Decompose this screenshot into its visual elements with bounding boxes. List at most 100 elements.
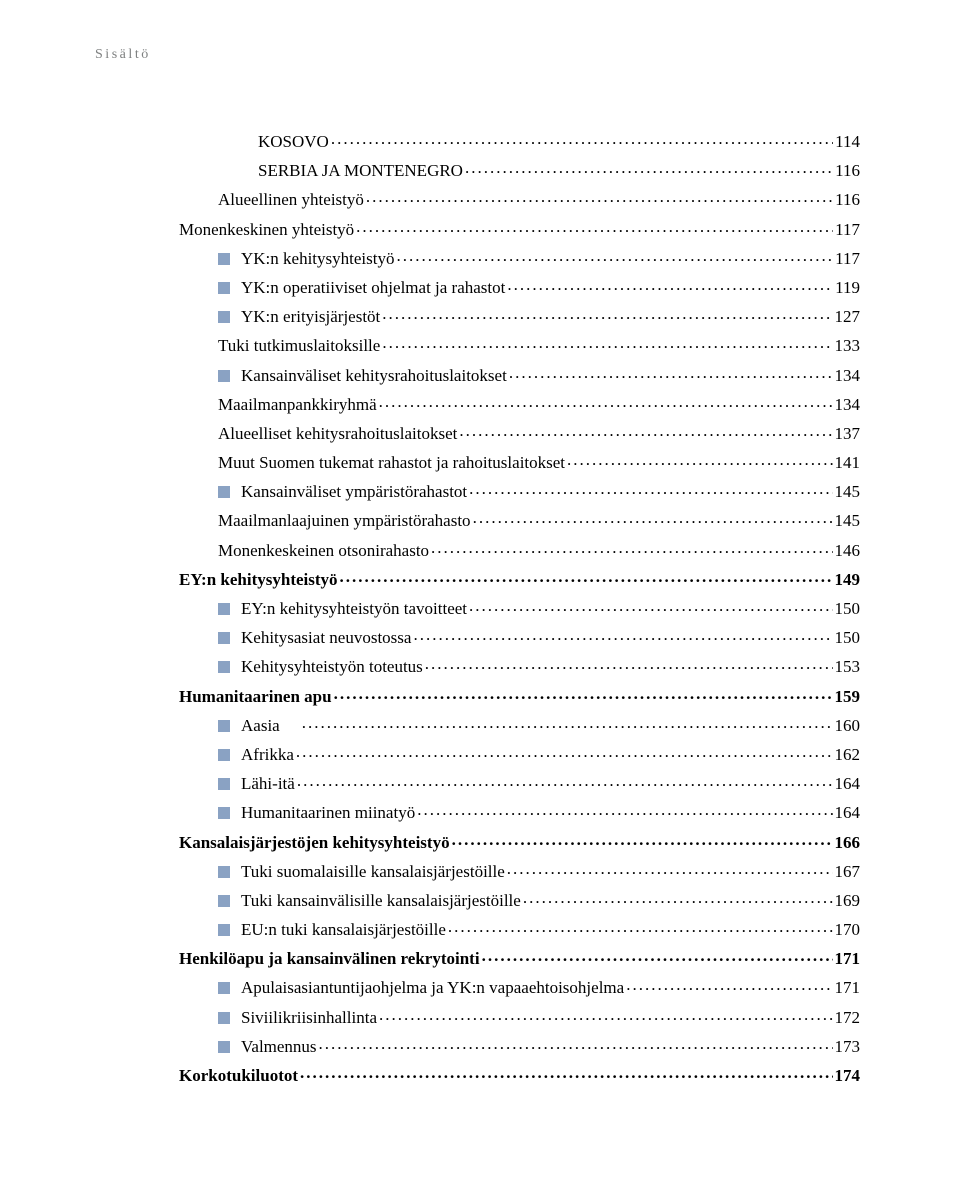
toc-entry-label: Aasia — [241, 717, 280, 734]
toc-leader-dots — [396, 247, 833, 264]
toc-entry-label: YK:n erityisjärjestöt — [241, 308, 380, 325]
toc-entry-page: 117 — [835, 221, 860, 238]
page-header: Sisältö — [95, 47, 151, 63]
toc-entry-label: Apulaisasiantuntijaohjelma ja YK:n vapaa… — [241, 979, 624, 996]
toc-entry-page: 169 — [835, 892, 861, 909]
toc-entry: Tuki suomalaisille kansalaisjärjestöille… — [140, 860, 860, 880]
toc-entry-page: 150 — [835, 629, 861, 646]
toc-entry: Lähi-itä164 — [140, 772, 860, 792]
toc-entry: Henkilöapu ja kansainvälinen rekrytointi… — [140, 947, 860, 967]
toc-leader-dots — [425, 655, 833, 672]
toc-leader-dots — [331, 130, 833, 147]
toc-entry-label: Siviilikriisinhallinta — [241, 1009, 377, 1026]
toc-leader-dots — [413, 626, 832, 643]
toc-entry-page: 164 — [835, 804, 861, 821]
toc-leader-dots — [431, 539, 832, 556]
toc-entry-page: 116 — [835, 191, 860, 208]
toc-entry: Humanitaarinen apu159 — [140, 685, 860, 705]
toc-leader-dots — [507, 860, 833, 877]
toc-leader-dots — [465, 159, 833, 176]
toc-entry-page: 137 — [835, 425, 861, 442]
toc-entry-page: 150 — [835, 600, 861, 617]
toc-leader-dots — [302, 714, 833, 731]
toc-leader-dots — [300, 1064, 832, 1081]
toc-entry-page: 171 — [835, 979, 861, 996]
toc-entry-label: Maailmanlaajuinen ympäristörahasto — [218, 512, 471, 529]
toc-leader-dots — [473, 509, 833, 526]
toc-leader-dots — [469, 480, 832, 497]
square-bullet-icon — [218, 370, 230, 382]
toc-entry-label: Kansalaisjärjestöjen kehitysyhteistyö — [179, 834, 450, 851]
square-bullet-icon — [218, 749, 230, 761]
toc-leader-dots — [626, 976, 832, 993]
toc-entry-page: 141 — [835, 454, 861, 471]
toc-leader-dots — [417, 801, 832, 818]
toc-entry-label: Korkotukiluotot — [179, 1067, 298, 1084]
toc-entry: Monenkeskinen yhteistyö117 — [140, 218, 860, 238]
toc-leader-dots — [382, 305, 832, 322]
toc-entry-page: 146 — [835, 542, 861, 559]
toc-entry-label: Henkilöapu ja kansainvälinen rekrytointi — [179, 950, 480, 967]
toc-entry-page: 127 — [835, 308, 861, 325]
toc-entry: Alueelliset kehitysrahoituslaitokset137 — [140, 422, 860, 442]
toc-leader-dots — [340, 568, 833, 585]
toc-entry-page: 133 — [835, 337, 861, 354]
toc-entry-page: 134 — [835, 367, 861, 384]
toc-entry-label: EY:n kehitysyhteistyön tavoitteet — [241, 600, 467, 617]
toc-entry: Maailmanlaajuinen ympäristörahasto 145 — [140, 509, 860, 529]
toc-entry-label: Maailmanpankkiryhmä — [218, 396, 377, 413]
square-bullet-icon — [218, 866, 230, 878]
toc-entry-label: YK:n kehitysyhteistyö — [241, 250, 394, 267]
square-bullet-icon — [218, 1041, 230, 1053]
toc-leader-dots — [366, 188, 833, 205]
toc-entry-page: 149 — [835, 571, 861, 588]
toc-entry-label: Kansainväliset ympäristörahastot — [241, 483, 467, 500]
square-bullet-icon — [218, 282, 230, 294]
square-bullet-icon — [218, 778, 230, 790]
toc-entry-page: 166 — [835, 834, 861, 851]
toc-entry-label: Kehitysyhteistyön toteutus — [241, 658, 423, 675]
toc-entry-label: EU:n tuki kansalaisjärjestöille — [241, 921, 446, 938]
toc-entry-label: Humanitaarinen miinatyö — [241, 804, 415, 821]
square-bullet-icon — [218, 807, 230, 819]
toc-entry: Tuki kansainvälisille kansalaisjärjestöi… — [140, 889, 860, 909]
toc-entry: Kehitysyhteistyön toteutus153 — [140, 655, 860, 675]
toc-entry: YK:n operatiiviset ohjelmat ja rahastot1… — [140, 276, 860, 296]
square-bullet-icon — [218, 924, 230, 936]
toc-leader-dots — [507, 276, 833, 293]
toc-leader-dots — [379, 1006, 833, 1023]
toc-entry: Valmennus173 — [140, 1035, 860, 1055]
toc-entry-label: Kehitysasiat neuvostossa — [241, 629, 411, 646]
toc-entry-label: Tuki tutkimuslaitoksille — [218, 337, 380, 354]
square-bullet-icon — [218, 603, 230, 615]
toc-entry: YK:n kehitysyhteistyö117 — [140, 247, 860, 267]
toc-entry-page: 114 — [835, 133, 860, 150]
toc-leader-dots — [523, 889, 833, 906]
toc-entry-page: 145 — [835, 512, 861, 529]
toc-leader-dots — [567, 451, 832, 468]
toc-entry: Humanitaarinen miinatyö 164 — [140, 801, 860, 821]
toc-entry-label: Lähi-itä — [241, 775, 295, 792]
square-bullet-icon — [218, 253, 230, 265]
toc-entry-page: 174 — [835, 1067, 861, 1084]
toc-entry-page: 171 — [835, 950, 861, 967]
toc-leader-dots — [482, 947, 833, 964]
toc-entry-label: YK:n operatiiviset ohjelmat ja rahastot — [241, 279, 505, 296]
toc-entry-label: Monenkeskeinen otsonirahasto — [218, 542, 429, 559]
toc-entry-label: Humanitaarinen apu — [179, 688, 332, 705]
toc-entry-label: Tuki suomalaisille kansalaisjärjestöille — [241, 863, 505, 880]
square-bullet-icon — [218, 486, 230, 498]
toc-entry-label: Alueellinen yhteistyö — [218, 191, 364, 208]
toc-leader-dots — [382, 334, 832, 351]
toc-entry: Korkotukiluotot 174 — [140, 1064, 860, 1084]
toc-leader-dots — [459, 422, 832, 439]
toc-leader-dots — [379, 393, 833, 410]
toc-leader-dots — [448, 918, 833, 935]
toc-entry: KOSOVO114 — [140, 130, 860, 150]
toc-leader-dots — [319, 1035, 833, 1052]
toc-entry: Afrikka162 — [140, 743, 860, 763]
toc-entry: Kansainväliset ympäristörahastot145 — [140, 480, 860, 500]
table-of-contents: KOSOVO114SERBIA JA MONTENEGRO116Alueelli… — [140, 130, 860, 1093]
square-bullet-icon — [218, 982, 230, 994]
toc-entry: Kansalaisjärjestöjen kehitysyhteistyö 166 — [140, 831, 860, 851]
